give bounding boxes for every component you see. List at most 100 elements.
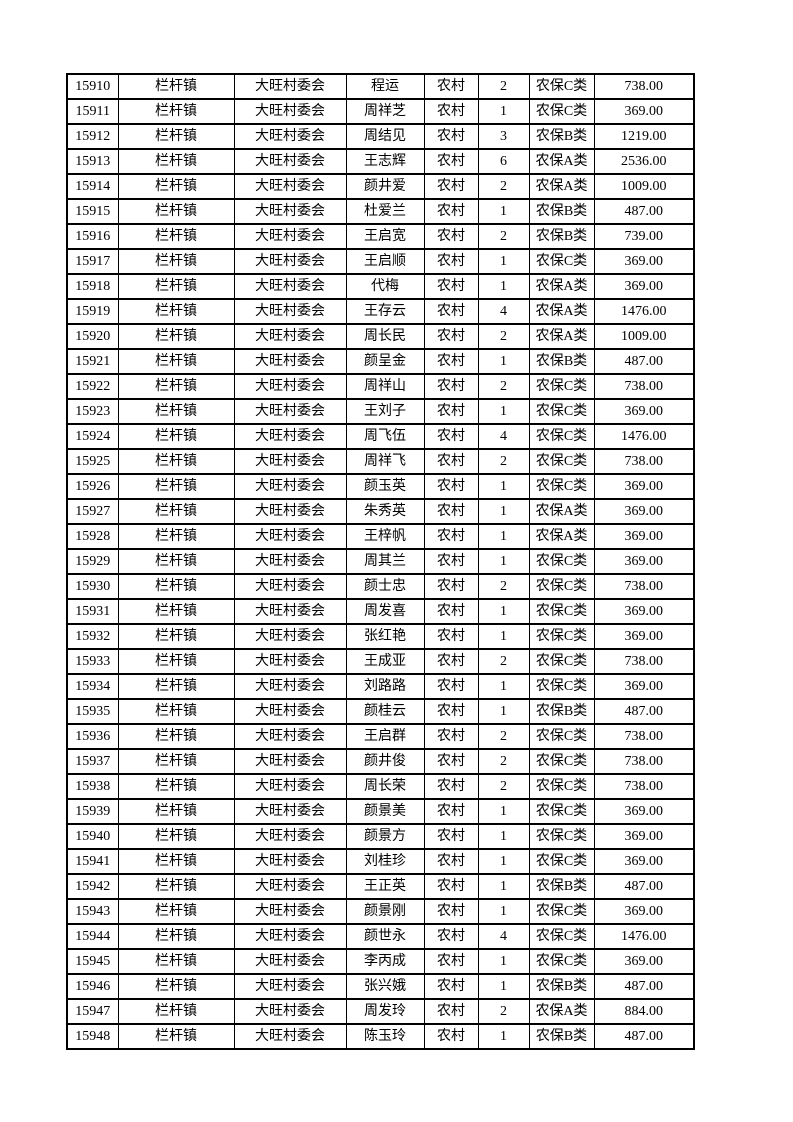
table-row: 15933 栏杆镇 大旺村委会 王成亚 农村 2 农保C类 738.00 bbox=[66, 648, 695, 675]
cell-residence-type: 农村 bbox=[423, 748, 479, 775]
cell-residence-type: 农村 bbox=[423, 773, 479, 800]
cell-serial-number: 15912 bbox=[66, 123, 119, 150]
cell-residence-type: 农村 bbox=[423, 598, 479, 625]
cell-person-count: 1 bbox=[477, 98, 530, 125]
cell-person-count: 4 bbox=[477, 923, 530, 950]
table-row: 15924 栏杆镇 大旺村委会 周飞伍 农村 4 农保C类 1476.00 bbox=[66, 423, 695, 450]
cell-village-committee: 大旺村委会 bbox=[233, 823, 347, 850]
cell-village-committee: 大旺村委会 bbox=[233, 848, 347, 875]
table-body: 15910 栏杆镇 大旺村委会 程运 农村 2 农保C类 738.00 15911 栏杆镇 大旺村委… bbox=[66, 73, 695, 1050]
cell-name: 代梅 bbox=[345, 273, 425, 300]
cell-amount: 1476.00 bbox=[593, 423, 695, 450]
table-row: 15938 栏杆镇 大旺村委会 周长荣 农村 2 农保C类 738.00 bbox=[66, 773, 695, 800]
cell-village-committee: 大旺村委会 bbox=[233, 573, 347, 600]
cell-town: 栏杆镇 bbox=[117, 373, 235, 400]
cell-village-committee: 大旺村委会 bbox=[233, 598, 347, 625]
cell-insurance-class: 农保B类 bbox=[528, 1023, 595, 1050]
cell-amount: 487.00 bbox=[593, 973, 695, 1000]
cell-insurance-class: 农保C类 bbox=[528, 448, 595, 475]
cell-insurance-class: 农保C类 bbox=[528, 848, 595, 875]
cell-amount: 369.00 bbox=[593, 898, 695, 925]
cell-amount: 487.00 bbox=[593, 348, 695, 375]
cell-amount: 369.00 bbox=[593, 398, 695, 425]
cell-amount: 1219.00 bbox=[593, 123, 695, 150]
cell-amount: 487.00 bbox=[593, 1023, 695, 1050]
cell-residence-type: 农村 bbox=[423, 948, 479, 975]
cell-village-committee: 大旺村委会 bbox=[233, 448, 347, 475]
cell-serial-number: 15919 bbox=[66, 298, 119, 325]
cell-residence-type: 农村 bbox=[423, 473, 479, 500]
cell-town: 栏杆镇 bbox=[117, 1023, 235, 1050]
cell-serial-number: 15913 bbox=[66, 148, 119, 175]
cell-residence-type: 农村 bbox=[423, 423, 479, 450]
cell-town: 栏杆镇 bbox=[117, 573, 235, 600]
cell-residence-type: 农村 bbox=[423, 873, 479, 900]
cell-name: 王正英 bbox=[345, 873, 425, 900]
cell-person-count: 1 bbox=[477, 898, 530, 925]
cell-residence-type: 农村 bbox=[423, 998, 479, 1025]
cell-serial-number: 15944 bbox=[66, 923, 119, 950]
cell-town: 栏杆镇 bbox=[117, 298, 235, 325]
cell-town: 栏杆镇 bbox=[117, 873, 235, 900]
table-row: 15919 栏杆镇 大旺村委会 王存云 农村 4 农保A类 1476.00 bbox=[66, 298, 695, 325]
cell-town: 栏杆镇 bbox=[117, 598, 235, 625]
cell-name: 程运 bbox=[345, 73, 425, 100]
cell-village-committee: 大旺村委会 bbox=[233, 473, 347, 500]
cell-town: 栏杆镇 bbox=[117, 848, 235, 875]
table-row: 15944 栏杆镇 大旺村委会 颜世永 农村 4 农保C类 1476.00 bbox=[66, 923, 695, 950]
cell-village-committee: 大旺村委会 bbox=[233, 398, 347, 425]
cell-insurance-class: 农保C类 bbox=[528, 748, 595, 775]
cell-insurance-class: 农保C类 bbox=[528, 773, 595, 800]
cell-person-count: 2 bbox=[477, 323, 530, 350]
cell-person-count: 3 bbox=[477, 123, 530, 150]
cell-town: 栏杆镇 bbox=[117, 998, 235, 1025]
cell-person-count: 2 bbox=[477, 773, 530, 800]
cell-village-committee: 大旺村委会 bbox=[233, 798, 347, 825]
cell-name: 颜景美 bbox=[345, 798, 425, 825]
cell-residence-type: 农村 bbox=[423, 848, 479, 875]
cell-person-count: 2 bbox=[477, 723, 530, 750]
cell-name: 刘路路 bbox=[345, 673, 425, 700]
cell-serial-number: 15929 bbox=[66, 548, 119, 575]
cell-name: 王梓帆 bbox=[345, 523, 425, 550]
cell-name: 周祥飞 bbox=[345, 448, 425, 475]
cell-insurance-class: 农保C类 bbox=[528, 673, 595, 700]
cell-insurance-class: 农保B类 bbox=[528, 873, 595, 900]
cell-insurance-class: 农保B类 bbox=[528, 348, 595, 375]
cell-insurance-class: 农保C类 bbox=[528, 623, 595, 650]
cell-serial-number: 15910 bbox=[66, 73, 119, 100]
cell-amount: 739.00 bbox=[593, 223, 695, 250]
cell-amount: 369.00 bbox=[593, 473, 695, 500]
table-row: 15947 栏杆镇 大旺村委会 周发玲 农村 2 农保A类 884.00 bbox=[66, 998, 695, 1025]
cell-village-committee: 大旺村委会 bbox=[233, 98, 347, 125]
cell-town: 栏杆镇 bbox=[117, 198, 235, 225]
cell-person-count: 1 bbox=[477, 848, 530, 875]
cell-name: 颜景方 bbox=[345, 823, 425, 850]
cell-village-committee: 大旺村委会 bbox=[233, 423, 347, 450]
cell-person-count: 4 bbox=[477, 298, 530, 325]
cell-amount: 369.00 bbox=[593, 248, 695, 275]
cell-serial-number: 15934 bbox=[66, 673, 119, 700]
table-row: 15930 栏杆镇 大旺村委会 颜士忠 农村 2 农保C类 738.00 bbox=[66, 573, 695, 600]
cell-town: 栏杆镇 bbox=[117, 648, 235, 675]
cell-village-committee: 大旺村委会 bbox=[233, 773, 347, 800]
cell-insurance-class: 农保C类 bbox=[528, 923, 595, 950]
table-row: 15943 栏杆镇 大旺村委会 颜景刚 农村 1 农保C类 369.00 bbox=[66, 898, 695, 925]
cell-amount: 1009.00 bbox=[593, 323, 695, 350]
cell-residence-type: 农村 bbox=[423, 373, 479, 400]
cell-serial-number: 15914 bbox=[66, 173, 119, 200]
cell-residence-type: 农村 bbox=[423, 798, 479, 825]
cell-serial-number: 15923 bbox=[66, 398, 119, 425]
cell-name: 王志辉 bbox=[345, 148, 425, 175]
cell-serial-number: 15931 bbox=[66, 598, 119, 625]
cell-insurance-class: 农保C类 bbox=[528, 948, 595, 975]
cell-insurance-class: 农保C类 bbox=[528, 798, 595, 825]
cell-name: 王存云 bbox=[345, 298, 425, 325]
cell-serial-number: 15917 bbox=[66, 248, 119, 275]
cell-residence-type: 农村 bbox=[423, 498, 479, 525]
cell-name: 李丙成 bbox=[345, 948, 425, 975]
cell-name: 周飞伍 bbox=[345, 423, 425, 450]
cell-name: 颜士忠 bbox=[345, 573, 425, 600]
cell-town: 栏杆镇 bbox=[117, 798, 235, 825]
cell-name: 陈玉玲 bbox=[345, 1023, 425, 1050]
